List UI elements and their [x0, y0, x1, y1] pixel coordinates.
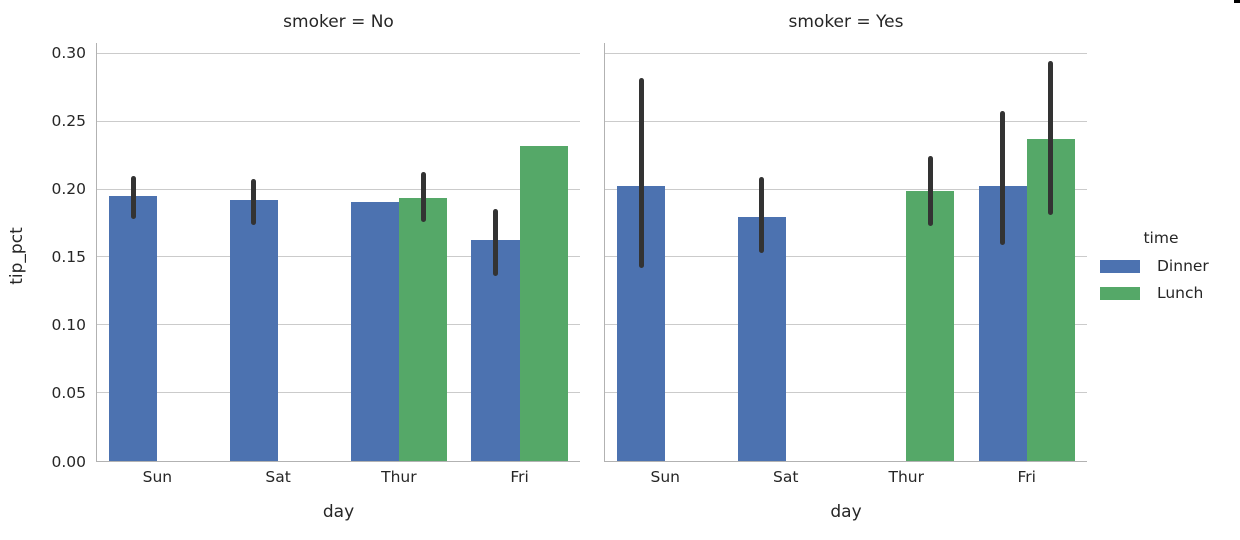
facet-panel-1: smoker = Yes Sun Sat Thur Fri day	[604, 12, 1087, 522]
bar-fri-dinner	[471, 239, 520, 461]
gridline	[605, 120, 1087, 122]
corner-artifact	[1234, 0, 1240, 3]
legend: time Dinner Lunch	[1100, 229, 1240, 311]
gridline	[97, 188, 580, 190]
y-tick-label: 0.20	[51, 180, 86, 199]
gridline	[97, 324, 580, 326]
error-bar	[130, 176, 136, 220]
gridline	[97, 256, 580, 258]
legend-entry: Lunch	[1100, 284, 1240, 302]
x-tick-label: Sat	[773, 468, 799, 486]
error-bar	[638, 78, 644, 269]
gridline	[97, 52, 580, 54]
y-tick-label: 0.25	[51, 112, 86, 131]
x-tick-label: Sun	[142, 468, 173, 486]
error-bar	[927, 155, 933, 227]
gridline	[605, 324, 1087, 326]
y-tick-label: 0.15	[51, 248, 86, 267]
bar-thur-lunch	[906, 190, 955, 461]
facet-title: smoker = Yes	[788, 12, 904, 32]
bar-thur-lunch	[398, 197, 448, 461]
x-tick-label: Fri	[1017, 468, 1036, 486]
x-tick-label: Sun	[650, 468, 681, 486]
legend-entry-label: Lunch	[1157, 284, 1204, 302]
error-bar	[251, 178, 257, 225]
legend-swatch-lunch	[1100, 286, 1140, 300]
x-tick-label: Sat	[265, 468, 291, 486]
error-bar	[759, 177, 765, 254]
facet-panel-0: smoker = No Sun Sat Thur Fri day	[96, 12, 580, 522]
y-tick-label: 0.00	[51, 452, 86, 471]
x-axis-label: day	[830, 502, 862, 522]
gridline	[97, 120, 580, 122]
bar-sat-dinner	[737, 216, 786, 461]
legend-swatch-dinner	[1100, 259, 1140, 273]
legend-entry-label: Dinner	[1157, 257, 1209, 275]
x-tick-label: Fri	[510, 468, 529, 486]
gridline	[605, 188, 1087, 190]
error-bar	[1048, 60, 1054, 216]
y-tick-label: 0.30	[51, 44, 86, 63]
bar-sat-dinner	[229, 200, 279, 461]
legend-entry: Dinner	[1100, 257, 1240, 275]
bar-sun-dinner	[109, 196, 158, 461]
gridline	[605, 52, 1087, 54]
error-bar	[420, 171, 426, 223]
legend-entries: Dinner Lunch	[1100, 257, 1240, 302]
bar-fri-lunch	[519, 146, 568, 461]
y-tick-label: 0.05	[51, 384, 86, 403]
gridline	[605, 392, 1087, 394]
gridline	[97, 392, 580, 394]
gridline	[605, 256, 1087, 258]
error-bar	[492, 208, 498, 277]
facet-title: smoker = No	[283, 12, 394, 32]
error-bar	[1000, 110, 1006, 246]
y-axis-label: tip_pct	[7, 227, 27, 285]
y-tick-label: 0.10	[51, 316, 86, 335]
x-tick-label: Thur	[381, 468, 417, 486]
legend-title: time	[1143, 229, 1179, 247]
x-tick-label: Thur	[888, 468, 925, 486]
x-axis-label: day	[322, 502, 355, 522]
bar-thur-dinner	[350, 201, 399, 461]
